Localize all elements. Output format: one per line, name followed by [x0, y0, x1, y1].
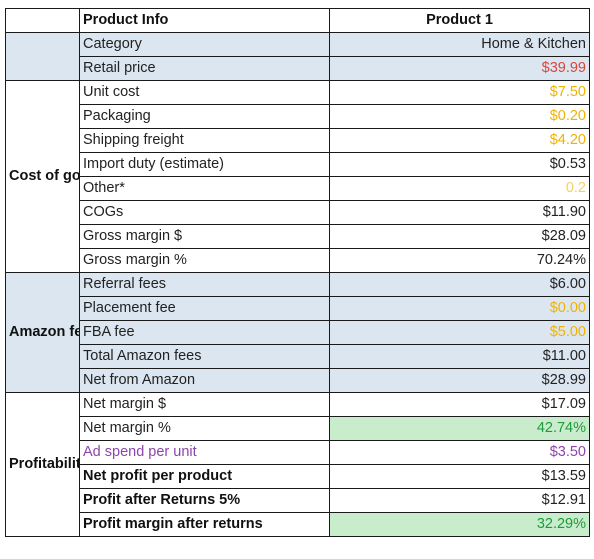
unit-cost-row: Cost of goods Unit cost $7.50 [5, 80, 590, 273]
net-margin-percent-label-cell[interactable]: Net margin % [79, 416, 330, 441]
fba-fee-label-cell[interactable]: FBA fee [79, 320, 330, 345]
net-profit-label-cell[interactable]: Net profit per product [79, 464, 330, 489]
referral-fees-row: Amazon fees Referral fees $6.00 [5, 272, 590, 393]
profit-after-returns-value-cell[interactable]: $12.91 [329, 488, 590, 513]
cost-of-goods-section-cell[interactable]: Cost of goods [5, 80, 80, 273]
unit-cost-label-cell[interactable]: Unit cost [79, 80, 330, 105]
packaging-value-cell[interactable]: $0.20 [329, 104, 590, 129]
net-margin-percent-row: Net margin % 42.74% [6, 416, 590, 441]
unit-cost-value-cell[interactable]: $7.50 [329, 80, 590, 105]
gross-margin-percent-value-cell[interactable]: 70.24% [329, 248, 590, 273]
import-duty-row: Import duty (estimate) $0.53 [6, 152, 590, 177]
other-label-cell[interactable]: Other* [79, 176, 330, 201]
shipping-freight-row: Shipping freight $4.20 [6, 128, 590, 153]
placement-fee-label-cell[interactable]: Placement fee [79, 296, 330, 321]
header-product-cell[interactable]: Product 1 [329, 8, 590, 33]
profit-margin-after-returns-row: Profit margin after returns 32.29% [6, 512, 590, 537]
header-row: Product Info Product 1 [5, 8, 590, 33]
profit-margin-after-returns-label-cell[interactable]: Profit margin after returns [79, 512, 330, 537]
retail-price-value-cell[interactable]: $39.99 [329, 56, 590, 81]
gross-margin-percent-row: Gross margin % 70.24% [6, 248, 590, 273]
net-margin-dollar-value-cell[interactable]: $17.09 [329, 392, 590, 417]
net-from-amazon-row: Net from Amazon $28.99 [6, 368, 590, 393]
total-amazon-fees-value-cell[interactable]: $11.00 [329, 344, 590, 369]
top-section-cell[interactable] [5, 32, 80, 81]
profit-after-returns-label-cell[interactable]: Profit after Returns 5% [79, 488, 330, 513]
total-amazon-fees-label-cell[interactable]: Total Amazon fees [79, 344, 330, 369]
profit-after-returns-row: Profit after Returns 5% $12.91 [6, 488, 590, 513]
other-value-cell[interactable]: 0.2 [329, 176, 590, 201]
gross-margin-dollar-value-cell[interactable]: $28.09 [329, 224, 590, 249]
import-duty-label-cell[interactable]: Import duty (estimate) [79, 152, 330, 177]
profit-margin-after-returns-value-cell[interactable]: 32.29% [329, 512, 590, 537]
fba-fee-value-cell[interactable]: $5.00 [329, 320, 590, 345]
net-margin-dollar-label-cell[interactable]: Net margin $ [79, 392, 330, 417]
profitability-section-cell[interactable]: Profitability [5, 392, 80, 537]
fba-fee-row: FBA fee $5.00 [6, 320, 590, 345]
referral-fees-label-cell[interactable]: Referral fees [79, 272, 330, 297]
placement-fee-value-cell[interactable]: $0.00 [329, 296, 590, 321]
net-from-amazon-value-cell[interactable]: $28.99 [329, 368, 590, 393]
gross-margin-dollar-label-cell[interactable]: Gross margin $ [79, 224, 330, 249]
ad-spend-value-cell[interactable]: $3.50 [329, 440, 590, 465]
packaging-label-cell[interactable]: Packaging [79, 104, 330, 129]
net-margin-percent-value-cell[interactable]: 42.74% [329, 416, 590, 441]
packaging-row: Packaging $0.20 [6, 104, 590, 129]
net-profit-row: Net profit per product $13.59 [6, 464, 590, 489]
shipping-freight-label-cell[interactable]: Shipping freight [79, 128, 330, 153]
retail-price-label-cell[interactable]: Retail price [79, 56, 330, 81]
net-margin-dollar-row: Profitability Net margin $ $17.09 [5, 392, 590, 537]
ad-spend-row: Ad spend per unit $3.50 [6, 440, 590, 465]
ad-spend-label-cell[interactable]: Ad spend per unit [79, 440, 330, 465]
cogs-value-cell[interactable]: $11.90 [329, 200, 590, 225]
placement-fee-row: Placement fee $0.00 [6, 296, 590, 321]
referral-fees-value-cell[interactable]: $6.00 [329, 272, 590, 297]
profitability-sheet: Product Info Product 1 Category Home & K… [5, 8, 590, 537]
cogs-label-cell[interactable]: COGs [79, 200, 330, 225]
retail-price-row: Retail price $39.99 [6, 56, 590, 81]
shipping-freight-value-cell[interactable]: $4.20 [329, 128, 590, 153]
net-from-amazon-label-cell[interactable]: Net from Amazon [79, 368, 330, 393]
import-duty-value-cell[interactable]: $0.53 [329, 152, 590, 177]
total-amazon-fees-row: Total Amazon fees $11.00 [6, 344, 590, 369]
header-label-cell[interactable]: Product Info [79, 8, 330, 33]
category-value-cell[interactable]: Home & Kitchen [329, 32, 590, 57]
header-corner-cell[interactable] [5, 8, 80, 33]
other-row: Other* 0.2 [6, 176, 590, 201]
category-row: Category Home & Kitchen [5, 32, 590, 81]
cogs-row: COGs $11.90 [6, 200, 590, 225]
gross-margin-dollar-row: Gross margin $ $28.09 [6, 224, 590, 249]
amazon-fees-section-cell[interactable]: Amazon fees [5, 272, 80, 393]
gross-margin-percent-label-cell[interactable]: Gross margin % [79, 248, 330, 273]
net-profit-value-cell[interactable]: $13.59 [329, 464, 590, 489]
category-label-cell[interactable]: Category [79, 32, 330, 57]
